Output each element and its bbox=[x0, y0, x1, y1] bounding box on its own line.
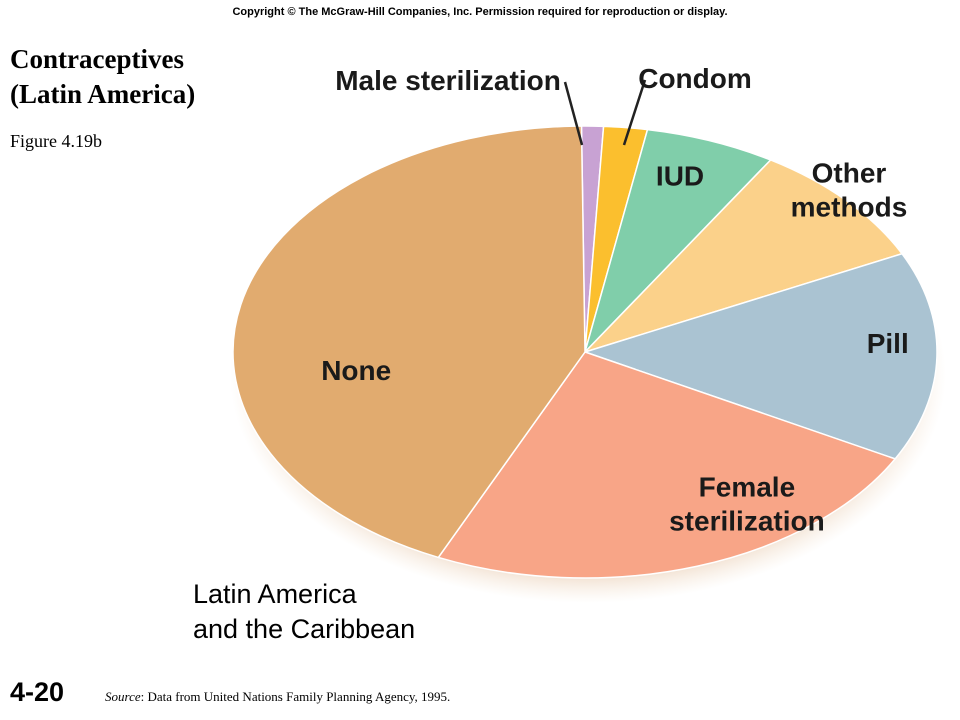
label-line-pill-0: Pill bbox=[867, 328, 909, 359]
slice-female-sterilization bbox=[437, 351, 897, 579]
label-other-methods: Other methods bbox=[791, 157, 908, 222]
slice-none bbox=[232, 125, 586, 559]
chart-title-line-2: and the Caribbean bbox=[193, 614, 415, 644]
leader-lines bbox=[563, 79, 647, 146]
pie-slices bbox=[232, 125, 938, 579]
label-line-other-methods-1: methods bbox=[791, 191, 908, 222]
label-pill: Pill bbox=[867, 328, 909, 359]
figure-label: Figure 4.19b bbox=[10, 131, 102, 151]
label-line-female-sterilization-1: sterilization bbox=[669, 505, 825, 536]
slice-other-methods bbox=[584, 159, 904, 353]
slide-title: Contraceptives (Latin America) bbox=[10, 42, 260, 112]
label-line-other-methods-0: Other bbox=[812, 157, 887, 188]
label-condom: Condom bbox=[638, 63, 752, 94]
leader-male-sterilization bbox=[563, 81, 584, 146]
chart-title-line-1: Latin America bbox=[193, 579, 358, 609]
slide-number: 4-20 bbox=[10, 677, 65, 707]
leader-condom bbox=[622, 79, 647, 146]
source-prefix: Source bbox=[105, 689, 141, 704]
label-line-female-sterilization-0: Female bbox=[699, 471, 796, 502]
label-line-male-sterilization-0: Male sterilization bbox=[335, 65, 561, 96]
label-line-iud-0: IUD bbox=[656, 161, 704, 192]
label-female-sterilization: Female sterilization bbox=[669, 471, 825, 536]
label-iud: IUD bbox=[656, 161, 704, 192]
title-line-2: (Latin America) bbox=[10, 79, 196, 109]
slice-pill bbox=[582, 252, 938, 460]
label-line-condom-0: Condom bbox=[638, 63, 752, 94]
title-line-1: Contraceptives bbox=[10, 44, 184, 74]
slice-labels: Male sterilization Condom IUD Other methods P… bbox=[321, 63, 909, 536]
copyright-notice: Copyright © The McGraw-Hill Companies, I… bbox=[232, 6, 728, 18]
label-none: None bbox=[321, 355, 391, 386]
source-text: : Data from United Nations Family Planni… bbox=[140, 689, 451, 704]
label-male-sterilization: Male sterilization bbox=[335, 65, 561, 96]
source-note: Source: Data from United Nations Family … bbox=[105, 689, 450, 705]
slice-iud bbox=[584, 128, 772, 353]
chart-title: Latin America and the Caribbean bbox=[193, 579, 415, 644]
label-line-none-0: None bbox=[321, 355, 391, 386]
